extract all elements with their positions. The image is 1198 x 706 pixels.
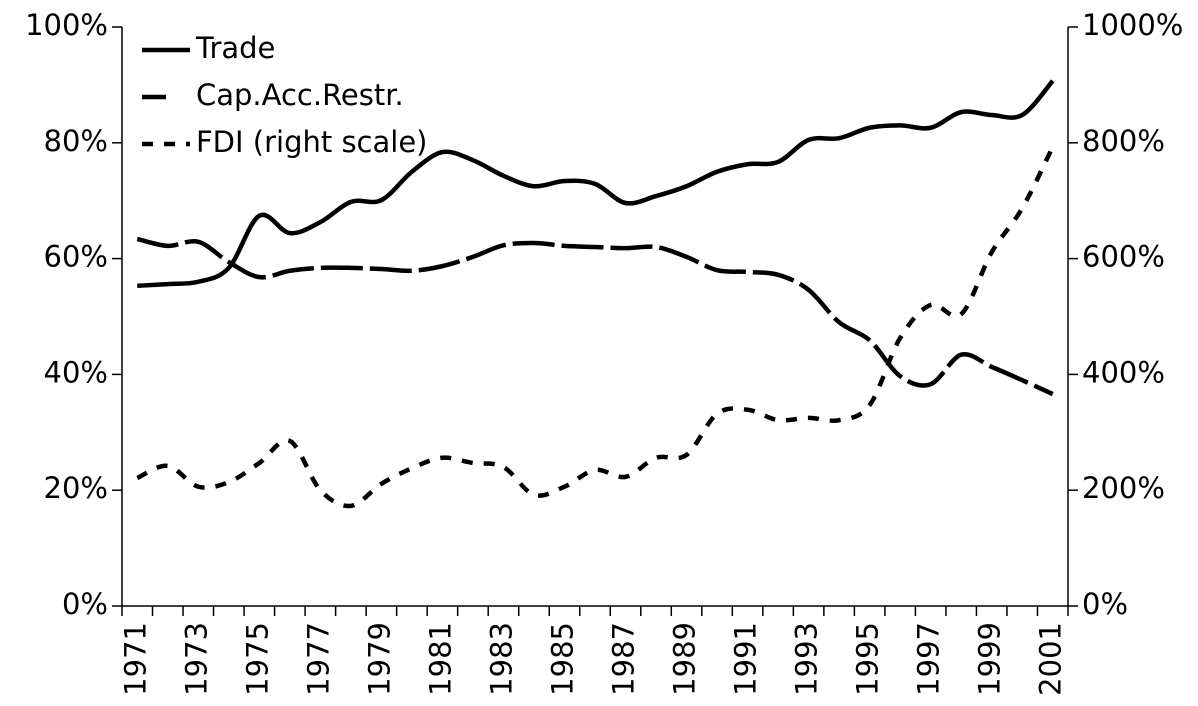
y-tick-label: 0% xyxy=(62,587,108,621)
line-series xyxy=(136,236,1054,397)
line-series xyxy=(137,79,1055,289)
line-series xyxy=(136,145,1055,509)
x-tick-label: 1971 xyxy=(118,622,152,696)
legend-label: Trade xyxy=(195,31,275,65)
x-tick-label: 1991 xyxy=(729,622,763,696)
x-tick-label: 1995 xyxy=(851,622,885,696)
y2-tick-label: 200% xyxy=(1082,471,1165,505)
x-tick-label: 1983 xyxy=(484,622,518,696)
x-tick-label: 1985 xyxy=(545,622,579,696)
x-tick-label: 1999 xyxy=(973,622,1007,696)
x-tick-label: 1973 xyxy=(179,622,213,696)
x-tick-label: 1977 xyxy=(301,622,335,696)
x-tick-label: 1993 xyxy=(790,622,824,696)
y-tick-label: 60% xyxy=(44,240,108,274)
y2-tick-label: 400% xyxy=(1082,355,1165,389)
legend-label: Cap.Acc.Restr. xyxy=(196,78,404,112)
legend-label: FDI (right scale) xyxy=(196,125,428,159)
x-tick-label: 1987 xyxy=(607,622,641,696)
x-tick-label: 1989 xyxy=(668,622,702,696)
y-tick-label: 80% xyxy=(44,124,108,158)
x-tick-label: 1979 xyxy=(362,622,396,696)
y2-tick-label: 0% xyxy=(1082,587,1128,621)
x-tick-label: 1997 xyxy=(912,622,946,696)
x-tick-label: 2001 xyxy=(1034,622,1068,696)
y-tick-label: 40% xyxy=(44,355,108,389)
y2-tick-label: 800% xyxy=(1082,124,1165,158)
y2-tick-label: 1000% xyxy=(1082,8,1183,42)
y-tick-label: 20% xyxy=(44,471,108,505)
y-tick-label: 100% xyxy=(25,8,108,42)
x-tick-label: 1981 xyxy=(423,622,457,696)
x-tick-label: 1975 xyxy=(240,622,274,696)
y2-tick-label: 600% xyxy=(1082,240,1165,274)
